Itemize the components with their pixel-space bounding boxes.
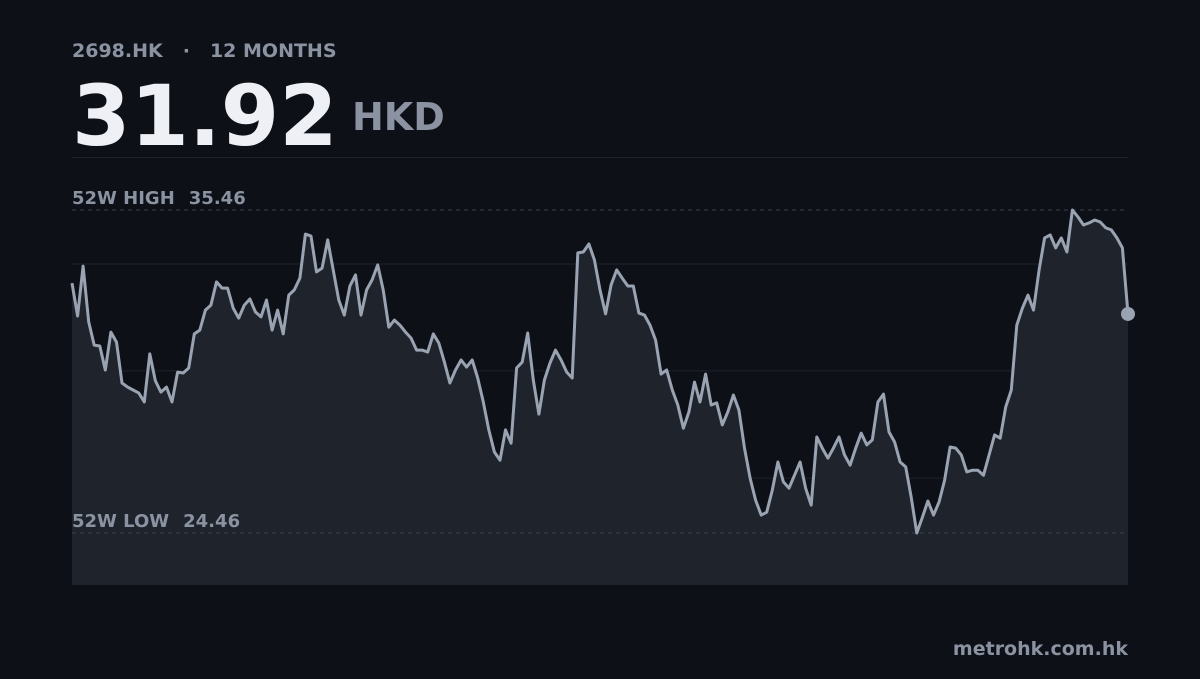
last-point	[1121, 306, 1135, 321]
reference-label: 52W HIGH 35.46	[72, 188, 246, 209]
price-line	[70, 208, 1130, 535]
price: 31.92	[72, 67, 338, 165]
currency: HKD	[352, 95, 445, 139]
reference-value: 35.46	[189, 188, 246, 209]
ticker: 2698.HK	[72, 40, 164, 62]
reference-name: 52W HIGH	[72, 188, 175, 209]
header-line: 2698.HK · 12 MONTHS	[72, 40, 337, 62]
separator: ·	[183, 40, 190, 62]
reference-label: 52W LOW 24.46	[72, 511, 240, 532]
plot: 52W HIGH 35.46 52W LOW 24.46	[70, 188, 1135, 585]
footer: metrohk.com.hk	[953, 638, 1128, 660]
reference-value: 24.46	[183, 511, 240, 532]
period: 12 MONTHS	[210, 40, 337, 62]
area	[72, 210, 1128, 585]
reference-name: 52W LOW	[72, 511, 169, 532]
